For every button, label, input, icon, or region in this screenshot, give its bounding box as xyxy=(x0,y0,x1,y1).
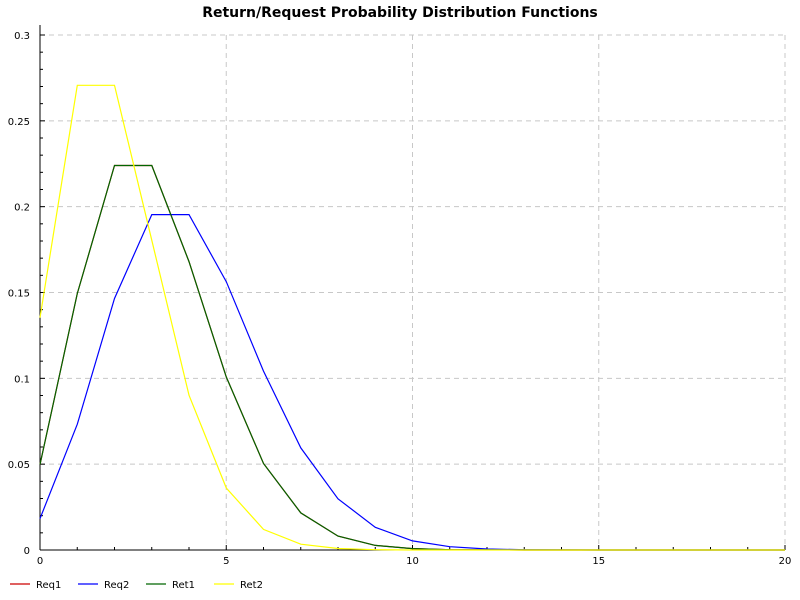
legend-label-ret1: Ret1 xyxy=(172,580,195,591)
y-tick-label: 0.05 xyxy=(8,460,30,471)
series-lines xyxy=(39,84,785,551)
y-tick-label: 0.25 xyxy=(8,117,30,128)
chart-title: Return/Request Probability Distribution … xyxy=(202,5,598,21)
y-tick-label: 0.2 xyxy=(14,203,30,214)
x-tick-label: 10 xyxy=(406,556,419,567)
x-tick-label: 5 xyxy=(223,556,229,567)
legend: Req1 Req2 Ret1 Ret2 xyxy=(10,580,263,591)
legend-label-req1: Req1 xyxy=(36,580,61,591)
legend-label-ret2: Ret2 xyxy=(240,580,263,591)
series-line-req1 xyxy=(39,164,785,551)
series-line-ret1 xyxy=(39,164,785,551)
grid xyxy=(40,34,786,550)
x-tick-label: 15 xyxy=(592,556,605,567)
y-tick-label: 0.3 xyxy=(14,31,30,42)
tick-labels: 0 5 10 15 20 0 0.05 0.1 0.15 0.2 0.25 0.3 xyxy=(8,31,792,567)
y-tick-label: 0.15 xyxy=(8,289,30,300)
y-tick-label: 0 xyxy=(24,546,30,557)
x-tick-label: 20 xyxy=(779,556,792,567)
series-line-ret2 xyxy=(39,84,785,551)
y-tick-label: 0.1 xyxy=(14,374,30,385)
x-tick-label: 0 xyxy=(37,556,43,567)
legend-label-req2: Req2 xyxy=(104,580,129,591)
